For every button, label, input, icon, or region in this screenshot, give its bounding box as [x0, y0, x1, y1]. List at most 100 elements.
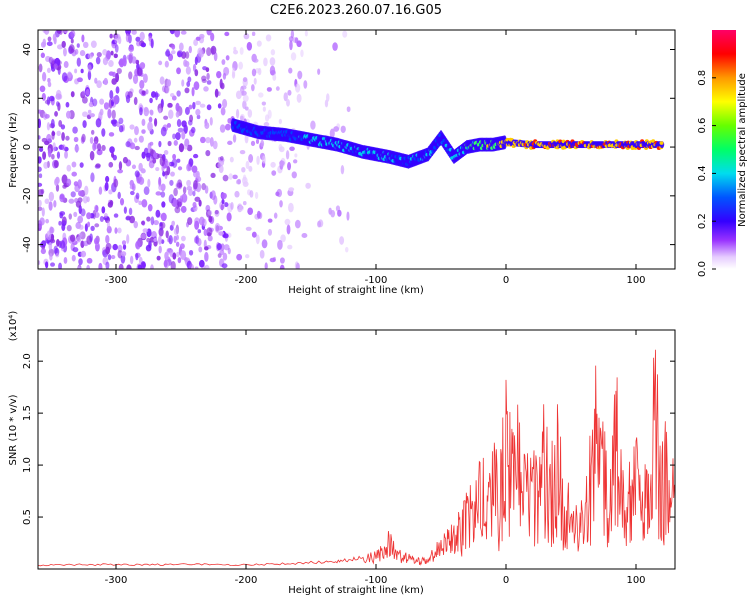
spectrogram-speckle	[76, 43, 80, 48]
spectrogram-speckle	[193, 180, 198, 190]
spectrogram-speckle	[95, 118, 102, 128]
spectrogram-speckle	[134, 126, 139, 136]
spectrogram-speckle	[277, 239, 283, 250]
spectrogram-speckle	[111, 78, 117, 85]
spectrogram-speckle	[193, 153, 199, 159]
spectrogram-speckle	[117, 191, 121, 200]
spectrogram-speckle	[107, 108, 112, 119]
spectrogram-speckle	[290, 30, 295, 39]
spectrogram-speckle	[73, 136, 79, 143]
spectrogram-speckle	[287, 162, 292, 171]
spectrogram-speckle	[90, 129, 95, 135]
spectrogram-speckle	[81, 90, 86, 96]
y-tick-label: 2.0	[22, 353, 33, 369]
spectrogram-speckle	[76, 236, 81, 243]
spectrogram-speckle	[140, 42, 147, 48]
spectrogram-speckle	[95, 163, 101, 168]
spectrogram-speckle	[55, 101, 60, 107]
spectrogram-speckle	[105, 234, 110, 244]
colorbar-tick-label: 0.4	[697, 165, 708, 181]
spectrogram-speckle	[38, 135, 41, 140]
spectrogram-speckle	[155, 166, 160, 172]
spectrogram-speckle	[42, 151, 47, 160]
y-tick-label: 40	[22, 43, 33, 56]
spectrogram-speckle	[186, 81, 191, 87]
spectrogram-speckle	[263, 122, 270, 127]
spectrogram-speckle	[195, 170, 201, 180]
spectrogram-speckle	[175, 111, 180, 118]
spectrogram-speckle	[161, 201, 166, 208]
spectrogram-speckle	[38, 206, 43, 212]
spectrogram-speckle	[232, 174, 238, 180]
spectrogram-speckle	[134, 170, 140, 178]
spectrogram-speckle	[247, 207, 254, 216]
spectrogram-speckle	[162, 171, 166, 177]
spectrogram-speckle	[41, 207, 45, 217]
spectrogram-speckle	[104, 181, 109, 192]
spectrogram-speckle	[174, 30, 181, 38]
spectrogram-speckle	[168, 194, 175, 204]
spectrogram-speckle	[166, 122, 172, 128]
spectrogram-speckle	[109, 33, 113, 39]
spectrogram-speckle	[109, 146, 115, 154]
spectrogram-speckle	[296, 93, 302, 103]
spectrogram-speckle	[289, 146, 295, 151]
spectrogram-speckle	[132, 74, 139, 85]
spectrogram-speckle	[194, 196, 201, 202]
spectrogram-speckle	[267, 218, 273, 223]
spectrogram-speckle	[224, 123, 231, 131]
spectrogram-speckle	[150, 216, 155, 226]
spectrogram-speckle	[187, 217, 193, 226]
spectrogram-speckle	[158, 245, 162, 254]
spectrogram-speckle	[80, 250, 87, 258]
spectrogram-speckle	[158, 140, 162, 148]
spectrogram-speckle	[49, 226, 55, 234]
spectrogram-speckle	[170, 261, 176, 269]
spectrogram-speckle	[340, 125, 346, 133]
spectrogram-speckle	[255, 139, 260, 144]
spectrogram-speckle	[58, 119, 63, 128]
spectrogram-speckle	[294, 37, 299, 44]
spectrogram-speckle	[136, 67, 143, 77]
spectrogram-speckle	[284, 218, 291, 226]
spectrogram-speckle	[154, 93, 160, 98]
spectrogram-speckle	[183, 143, 189, 150]
spectrogram-speckle	[265, 34, 272, 42]
spectrogram-speckle	[95, 56, 101, 65]
spectrogram-speckle	[220, 156, 224, 161]
colorbar-tick-label: 0.6	[697, 118, 708, 134]
spectrogram-speckle	[346, 211, 350, 221]
spectrogram-x-label: Height of straight line (km)	[288, 285, 424, 296]
spectrogram-speckle	[53, 160, 59, 168]
spectrogram-speckle	[329, 128, 335, 139]
spectrogram-speckle	[279, 200, 283, 208]
spectrogram-speckle	[86, 212, 92, 220]
y-tick-label: 1.0	[22, 457, 33, 473]
spectrogram-speckle	[278, 118, 283, 125]
spectrogram-speckle	[149, 109, 154, 115]
spectrogram-speckle	[301, 232, 308, 239]
spectrogram-speckle	[233, 49, 239, 55]
spectrogram-speckle	[133, 137, 138, 143]
spectrogram-speckle	[128, 45, 135, 52]
spectrogram-speckle	[59, 211, 66, 216]
spectrogram-speckle	[105, 246, 111, 255]
spectrogram-speckle	[261, 239, 268, 249]
spectrogram-speckle	[74, 145, 80, 152]
spectrogram-speckle	[58, 94, 63, 100]
spectrogram-speckle	[198, 49, 204, 58]
spectrogram-speckle	[195, 100, 201, 106]
spectrogram-speckle	[238, 61, 244, 70]
spectrogram-speckle	[228, 173, 233, 180]
spectrogram-speckle	[256, 155, 260, 166]
spectrogram-speckle	[139, 31, 145, 41]
spectrogram-speckle	[163, 259, 168, 268]
spectrogram-speckle	[41, 92, 46, 101]
spectrogram-speckle	[217, 103, 222, 109]
spectrogram-speckle	[220, 204, 225, 210]
spectrogram-speckle	[207, 235, 213, 242]
y-tick-label: -40	[22, 236, 33, 252]
spectrogram-speckle	[63, 30, 69, 34]
spectrogram-speckle	[97, 143, 102, 152]
spectrogram-speckle	[47, 36, 52, 42]
